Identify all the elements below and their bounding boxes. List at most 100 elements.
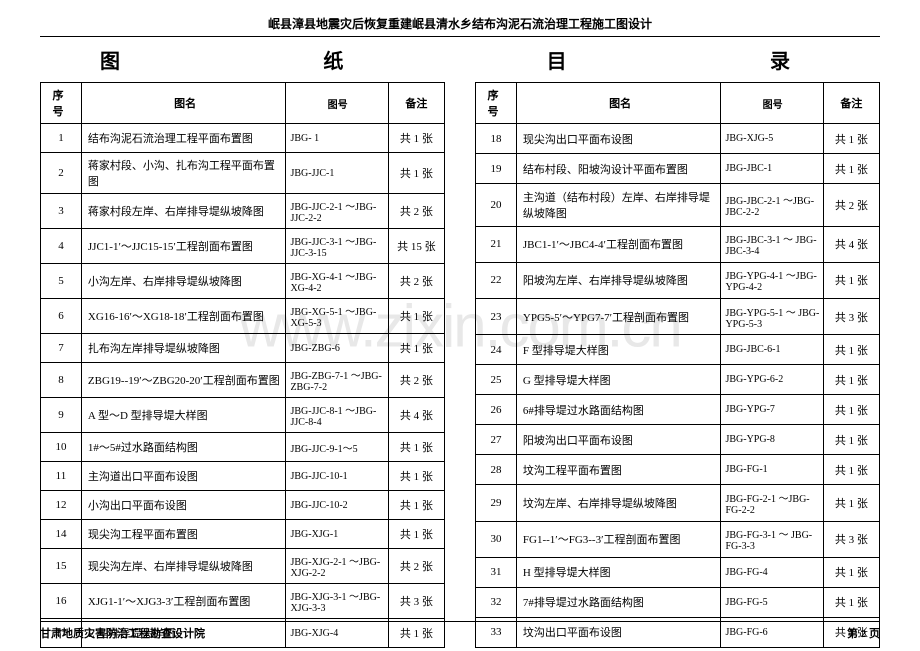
table-row: 11主沟道出口平面布设图JBG-JJC-10-1共 1 张	[41, 462, 445, 491]
cell-note: 共 1 张	[388, 124, 444, 153]
table-row: 16XJG1-1′～XJG3-3′工程剖面布置图JBG-XJG-3-1 ～JBG…	[41, 584, 445, 619]
cell-seq: 30	[476, 521, 517, 557]
cell-code: JBG-JBC-6-1	[721, 335, 823, 365]
cell-name: 小沟出口平面布设图	[81, 491, 286, 520]
cell-seq: 6	[41, 299, 82, 334]
cell-code: JBG-JBC-2-1 ～JBG-JBC-2-2	[721, 184, 823, 226]
col-code-header: 图号	[286, 83, 388, 124]
col-seq-header: 序号	[41, 83, 82, 124]
cell-name: 1#～5#过水路面结构图	[81, 433, 286, 462]
cell-name: G 型排导堤大样图	[516, 365, 721, 395]
table-row: 17E 型排导堤大样图JBG-XJG-4共 1 张	[41, 619, 445, 648]
cell-code: JBG- 1	[286, 124, 388, 153]
cell-note: 共 2 张	[388, 363, 444, 398]
cell-seq: 27	[476, 425, 517, 455]
cell-name: 主沟道出口平面布设图	[81, 462, 286, 491]
table-row: 33坟沟出口平面布设图JBG-FG-6共 1 张	[476, 617, 880, 647]
col-name-header: 图名	[516, 83, 721, 124]
main-title: 图 纸 目 录	[40, 45, 880, 74]
left-table: 序号 图名 图号 备注 1结布沟泥石流治理工程平面布置图JBG- 1共 1 张2…	[40, 82, 445, 648]
table-row: 19结布村段、阳坡沟设计平面布置图JBG-JBC-1共 1 张	[476, 154, 880, 184]
table-row: 30FG1--1′～FG3--3′工程剖面布置图JBG-FG-3-1 ～ JBG…	[476, 521, 880, 557]
title-char-1: 图	[100, 45, 150, 74]
cell-name: YPG5-5′～YPG7-7′工程剖面布置图	[516, 298, 721, 334]
cell-note: 共 4 张	[823, 226, 879, 262]
cell-name: 小沟左岸、右岸排导堤纵坡降图	[81, 264, 286, 299]
cell-code: JBG-JBC-3-1 ～ JBG-JBC-3-4	[721, 226, 823, 262]
cell-note: 共 2 张	[823, 184, 879, 226]
cell-seq: 11	[41, 462, 82, 491]
title-char-2: 纸	[323, 45, 373, 74]
cell-code: JBG-FG-6	[721, 617, 823, 647]
doc-header-title: 岷县漳县地震灾后恢复重建岷县清水乡结布沟泥石流治理工程施工图设计	[40, 15, 880, 32]
table-row: 1结布沟泥石流治理工程平面布置图JBG- 1共 1 张	[41, 124, 445, 153]
cell-code: JBG-YPG-6-2	[721, 365, 823, 395]
cell-seq: 5	[41, 264, 82, 299]
table-row: 9A 型～D 型排导堤大样图JBG-JJC-8-1 ～JBG-JJC-8-4共 …	[41, 398, 445, 433]
cell-note: 共 1 张	[823, 557, 879, 587]
cell-code: JBG-JJC-1	[286, 153, 388, 194]
cell-name: XG16-16′～XG18-18′工程剖面布置图	[81, 299, 286, 334]
cell-seq: 10	[41, 433, 82, 462]
cell-seq: 23	[476, 298, 517, 334]
cell-note: 共 1 张	[388, 520, 444, 549]
cell-code: JBG-XJG-4	[286, 619, 388, 648]
cell-note: 共 1 张	[823, 485, 879, 521]
table-row: 8ZBG19--19′～ZBG20-20′工程剖面布置图JBG-ZBG-7-1 …	[41, 363, 445, 398]
cell-code: JBG-FG-5	[721, 587, 823, 617]
cell-code: JBG-YPG-7	[721, 395, 823, 425]
cell-note: 共 1 张	[388, 491, 444, 520]
table-row: 23YPG5-5′～YPG7-7′工程剖面布置图JBG-YPG-5-1 ～ JB…	[476, 298, 880, 334]
cell-code: JBG-JJC-8-1 ～JBG-JJC-8-4	[286, 398, 388, 433]
cell-seq: 19	[476, 154, 517, 184]
cell-seq: 29	[476, 485, 517, 521]
cell-code: JBG-XJG-5	[721, 124, 823, 154]
cell-seq: 32	[476, 587, 517, 617]
table-row: 18现尖沟出口平面布设图JBG-XJG-5共 1 张	[476, 124, 880, 154]
cell-seq: 14	[41, 520, 82, 549]
table-row: 29坟沟左岸、右岸排导堤纵坡降图JBG-FG-2-1 ～JBG-FG-2-2共 …	[476, 485, 880, 521]
title-char-3: 目	[547, 45, 597, 74]
cell-code: JBG-FG-4	[721, 557, 823, 587]
cell-note: 共 1 张	[388, 462, 444, 491]
col-name-header: 图名	[81, 83, 286, 124]
cell-code: JBG-FG-1	[721, 455, 823, 485]
cell-name: 6#排导堤过水路面结构图	[516, 395, 721, 425]
table-row: 6XG16-16′～XG18-18′工程剖面布置图JBG-XG-5-1 ～JBG…	[41, 299, 445, 334]
cell-note: 共 1 张	[388, 433, 444, 462]
cell-name: 7#排导堤过水路面结构图	[516, 587, 721, 617]
cell-note: 共 2 张	[388, 549, 444, 584]
cell-name: FG1--1′～FG3--3′工程剖面布置图	[516, 521, 721, 557]
table-row: 20主沟道（结布村段）左岸、右岸排导堤纵坡降图JBG-JBC-2-1 ～JBG-…	[476, 184, 880, 226]
table-row: 22阳坡沟左岸、右岸排导堤纵坡降图JBG-YPG-4-1 ～JBG-YPG-4-…	[476, 262, 880, 298]
table-row: 327#排导堤过水路面结构图JBG-FG-5共 1 张	[476, 587, 880, 617]
cell-note: 共 1 张	[823, 154, 879, 184]
cell-name: 现尖沟工程平面布置图	[81, 520, 286, 549]
cell-note: 共 1 张	[823, 335, 879, 365]
cell-seq: 31	[476, 557, 517, 587]
cell-code: JBG-JJC-10-1	[286, 462, 388, 491]
cell-code: JBG-YPG-4-1 ～JBG-YPG-4-2	[721, 262, 823, 298]
table-row: 101#～5#过水路面结构图JBG-JJC-9-1～5共 1 张	[41, 433, 445, 462]
cell-note: 共 1 张	[388, 299, 444, 334]
tables-container: 序号 图名 图号 备注 1结布沟泥石流治理工程平面布置图JBG- 1共 1 张2…	[40, 82, 880, 648]
cell-name: 阳坡沟左岸、右岸排导堤纵坡降图	[516, 262, 721, 298]
cell-name: 坟沟工程平面布置图	[516, 455, 721, 485]
cell-name: F 型排导堤大样图	[516, 335, 721, 365]
cell-note: 共 1 张	[823, 617, 879, 647]
table-row: 2蒋家村段、小沟、扎布沟工程平面布置图JBG-JJC-1共 1 张	[41, 153, 445, 194]
table-row: 31H 型排导堤大样图JBG-FG-4共 1 张	[476, 557, 880, 587]
table-row: 24F 型排导堤大样图JBG-JBC-6-1共 1 张	[476, 335, 880, 365]
table-row: 15现尖沟左岸、右岸排导堤纵坡降图JBG-XJG-2-1 ～JBG-XJG-2-…	[41, 549, 445, 584]
cell-seq: 2	[41, 153, 82, 194]
cell-seq: 16	[41, 584, 82, 619]
cell-code: JBG-XJG-2-1 ～JBG-XJG-2-2	[286, 549, 388, 584]
cell-seq: 26	[476, 395, 517, 425]
cell-note: 共 2 张	[388, 264, 444, 299]
cell-code: JBG-XJG-3-1 ～JBG-XJG-3-3	[286, 584, 388, 619]
cell-seq: 17	[41, 619, 82, 648]
cell-seq: 21	[476, 226, 517, 262]
cell-note: 共 1 张	[823, 587, 879, 617]
cell-seq: 1	[41, 124, 82, 153]
table-row: 28坟沟工程平面布置图JBG-FG-1共 1 张	[476, 455, 880, 485]
